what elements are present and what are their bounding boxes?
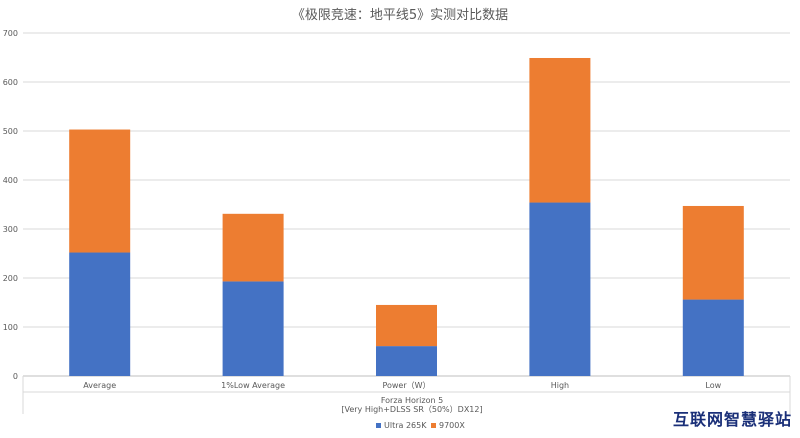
bar-ultra-265k-2 (376, 346, 437, 376)
bar-9700x-2 (376, 304, 437, 347)
legend-label: Ultra 265K (384, 421, 427, 430)
y-tick-label: 400 (3, 176, 18, 185)
legend-label: 9700X (439, 421, 465, 430)
y-axis: 0 100 200 300 400 500 600 700 (3, 29, 18, 381)
gridlines (23, 32, 790, 377)
legend-swatch-9700x (431, 423, 436, 428)
bar-ultra-265k-1 (222, 281, 284, 376)
bars (69, 57, 744, 376)
chart-title: 《极限竞速：地平线5》实测对比数据 (292, 7, 508, 23)
y-tick-label: 0 (13, 372, 18, 381)
y-tick-label: 700 (3, 29, 18, 38)
y-tick-label: 300 (3, 225, 18, 234)
x-tick-label: 1%Low Average (221, 381, 285, 390)
bar-9700x-4 (682, 205, 744, 300)
y-tick-label: 100 (3, 323, 18, 332)
y-tick-label: 600 (3, 78, 18, 87)
bar-ultra-265k-4 (682, 299, 744, 376)
legend: Ultra 265K 9700X (376, 421, 465, 430)
x-tick-label: High (551, 381, 569, 390)
x-tick-label: Power（W） (382, 381, 430, 390)
bar-9700x-3 (529, 57, 591, 203)
x-axis: Average 1%Low Average Power（W） High Low (22, 376, 791, 414)
watermark: 互联网智慧驿站 (672, 410, 792, 429)
x-group-label-line1: Forza Horizon 5 (381, 396, 443, 405)
bar-9700x-0 (69, 129, 131, 253)
legend-swatch-ultra-265k (376, 423, 381, 428)
y-tick-label: 500 (3, 127, 18, 136)
bar-ultra-265k-3 (529, 202, 591, 376)
bar-ultra-265k-0 (69, 252, 131, 376)
bar-9700x-1 (222, 213, 284, 282)
x-group-label-line2: [Very High+DLSS SR（50%）DX12] (341, 405, 482, 414)
x-tick-label: Average (83, 381, 116, 390)
y-tick-label: 200 (3, 274, 18, 283)
x-tick-label: Low (705, 381, 721, 390)
